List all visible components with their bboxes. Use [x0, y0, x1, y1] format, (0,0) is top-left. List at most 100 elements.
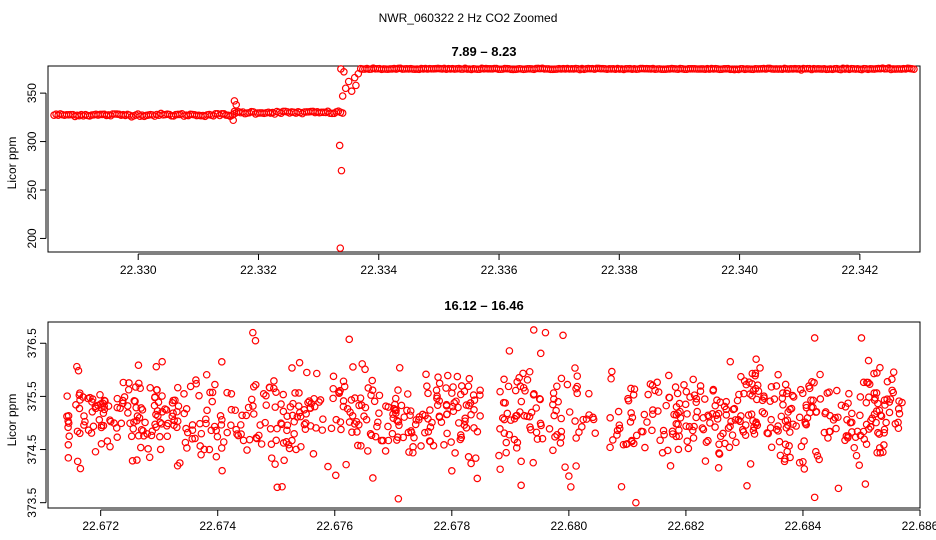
data-point [753, 381, 762, 390]
data-point [353, 441, 362, 450]
data-point [338, 109, 347, 117]
data-point [87, 429, 96, 437]
data-point [456, 390, 465, 399]
data-point [130, 396, 139, 405]
data-point [379, 436, 387, 445]
data-point [860, 435, 869, 443]
data-point [192, 379, 201, 388]
data-point [844, 432, 852, 440]
x-tick-label: 22.680 [551, 519, 588, 533]
data-point [212, 452, 221, 461]
data-point [517, 397, 526, 406]
data-point [73, 427, 82, 436]
data-point [99, 421, 108, 430]
data-point [218, 358, 226, 366]
data-point [137, 425, 146, 434]
data-point [367, 431, 376, 440]
data-point [63, 412, 71, 421]
data-point [158, 392, 166, 400]
data-point [553, 382, 561, 391]
data-point [237, 430, 245, 438]
x-tick-label: 22.330 [120, 263, 157, 277]
data-point [332, 415, 341, 424]
data-point [247, 395, 256, 404]
data-point [272, 388, 280, 396]
data-point [559, 331, 567, 340]
data-point [331, 471, 340, 480]
data-point [684, 444, 693, 453]
data-point [674, 445, 683, 454]
data-point [353, 428, 361, 436]
data-point [80, 412, 88, 420]
data-point [500, 415, 509, 424]
data-point [748, 391, 756, 400]
data-point [312, 424, 320, 432]
data-point [733, 396, 742, 405]
data-point [711, 423, 719, 431]
x-tick-label: 22.342 [842, 263, 879, 277]
data-point [259, 389, 268, 398]
data-point [806, 408, 814, 417]
data-point [502, 448, 510, 457]
y-tick-label: 376.5 [25, 328, 39, 358]
panel-top-ylabel: Licor ppm [5, 137, 19, 190]
data-point [407, 428, 416, 437]
data-point [515, 373, 523, 382]
data-point [802, 403, 811, 412]
data-point [144, 445, 152, 453]
data-point [741, 421, 750, 429]
data-point [267, 454, 276, 462]
data-point [784, 421, 792, 429]
panel-top-title: 7.89 – 8.23 [451, 44, 516, 59]
data-point [529, 326, 538, 334]
data-point [382, 402, 390, 410]
data-point [617, 482, 626, 491]
data-point [665, 393, 674, 402]
data-point [500, 429, 509, 437]
data-point [327, 424, 336, 433]
data-point [776, 451, 785, 460]
data-point [832, 424, 840, 433]
data-point [783, 389, 791, 398]
data-point [349, 363, 357, 371]
data-point [133, 412, 142, 420]
data-point [467, 459, 475, 468]
data-point [786, 428, 794, 436]
data-point [392, 436, 401, 444]
data-point [205, 445, 214, 454]
data-point [736, 417, 744, 426]
data-point [249, 410, 258, 418]
data-point [629, 439, 638, 448]
data-point [134, 361, 143, 370]
data-point [553, 430, 561, 439]
data-point [775, 437, 784, 446]
data-point [273, 483, 282, 492]
data-point [549, 446, 557, 455]
data-point [249, 382, 258, 391]
data-point [683, 437, 692, 446]
data-point [875, 430, 884, 438]
data-point [136, 384, 145, 393]
data-point [384, 436, 393, 445]
panel-top: 7.89 – 8.23 Licor ppm 22.330 22.332 22.334… [5, 44, 921, 277]
data-point [675, 426, 683, 434]
data-point [124, 385, 133, 394]
data-point [774, 422, 782, 430]
data-point [816, 370, 824, 379]
data-point [709, 386, 717, 395]
data-point [155, 432, 164, 441]
data-point [301, 419, 310, 427]
data-point [664, 371, 673, 380]
data-point [435, 379, 444, 388]
data-point [284, 440, 293, 449]
data-point [685, 422, 694, 431]
data-point [692, 413, 700, 422]
data-point [504, 382, 513, 391]
data-point [318, 426, 327, 434]
data-point [201, 415, 210, 424]
data-point [781, 440, 790, 449]
data-point [637, 427, 646, 436]
data-point [73, 362, 81, 371]
data-point [692, 398, 701, 407]
data-point [395, 363, 404, 372]
